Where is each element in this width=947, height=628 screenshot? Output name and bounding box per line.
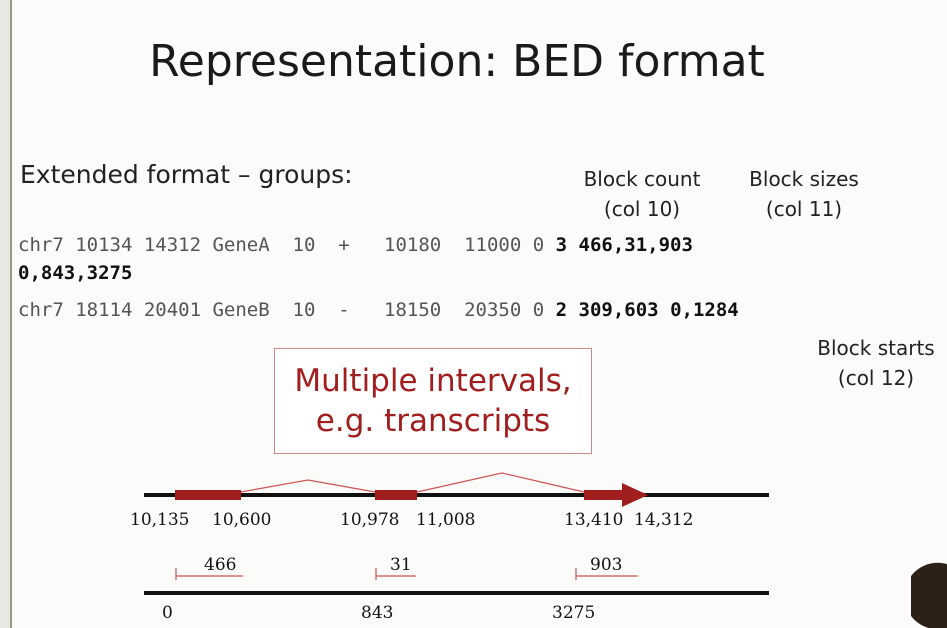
header-block-count: Block count (col 10) bbox=[583, 167, 701, 221]
callout-box: Multiple intervals, e.g. transcripts bbox=[274, 348, 592, 454]
block-size-label: 466 bbox=[204, 555, 236, 575]
header-block-starts: Block starts (col 12) bbox=[817, 336, 935, 390]
block-start-label: 0 bbox=[162, 603, 173, 623]
block-count-value: 3 bbox=[555, 234, 568, 256]
exon-block-2 bbox=[375, 490, 417, 500]
slide: Representation: BED format Extended form… bbox=[10, 0, 947, 628]
genome-coord-label: 10,600 bbox=[212, 510, 271, 530]
block-starts-value: 0,1284 bbox=[670, 299, 739, 321]
block-sizes-value: 466,31,903 bbox=[578, 234, 693, 256]
block-starts-value: 0,843,3275 bbox=[18, 262, 133, 284]
block-count-value: 2 bbox=[555, 299, 568, 321]
bed-row-genea-starts: 0,843,3275 bbox=[18, 262, 132, 284]
genome-coord-label: 10,978 bbox=[340, 510, 399, 530]
genome-coord-label: 14,312 bbox=[634, 510, 693, 530]
gene-model-diagram: 10,135 10,600 10,978 11,008 13,410 14,31… bbox=[130, 472, 769, 623]
exon-block-1 bbox=[175, 490, 241, 500]
intron-line-1 bbox=[240, 479, 376, 493]
genome-coord-label: 10,135 bbox=[130, 510, 189, 530]
subtitle: Extended format – groups: bbox=[20, 160, 353, 189]
bed-row-genea: chr7 10134 14312 GeneA 10 + 10180 11000 … bbox=[18, 234, 693, 256]
slide-title: Representation: BED format bbox=[149, 36, 765, 87]
block-size-label: 903 bbox=[590, 555, 622, 575]
block-size-label: 31 bbox=[390, 555, 412, 575]
exon-block-3 bbox=[584, 490, 624, 500]
block-start-label: 3275 bbox=[552, 603, 595, 623]
bed-row-geneb: chr7 18114 20401 GeneB 10 - 18150 20350 … bbox=[18, 299, 739, 321]
block-sizes-value: 309,603 bbox=[578, 299, 659, 321]
header-block-sizes: Block sizes (col 11) bbox=[749, 167, 859, 221]
genome-coord-label: 11,008 bbox=[416, 510, 475, 530]
genome-coord-label: 13,410 bbox=[564, 510, 623, 530]
presenter-shadow bbox=[911, 548, 947, 628]
intron-line-2 bbox=[416, 472, 585, 493]
strand-arrow-icon bbox=[622, 483, 648, 507]
block-start-label: 843 bbox=[361, 603, 393, 623]
